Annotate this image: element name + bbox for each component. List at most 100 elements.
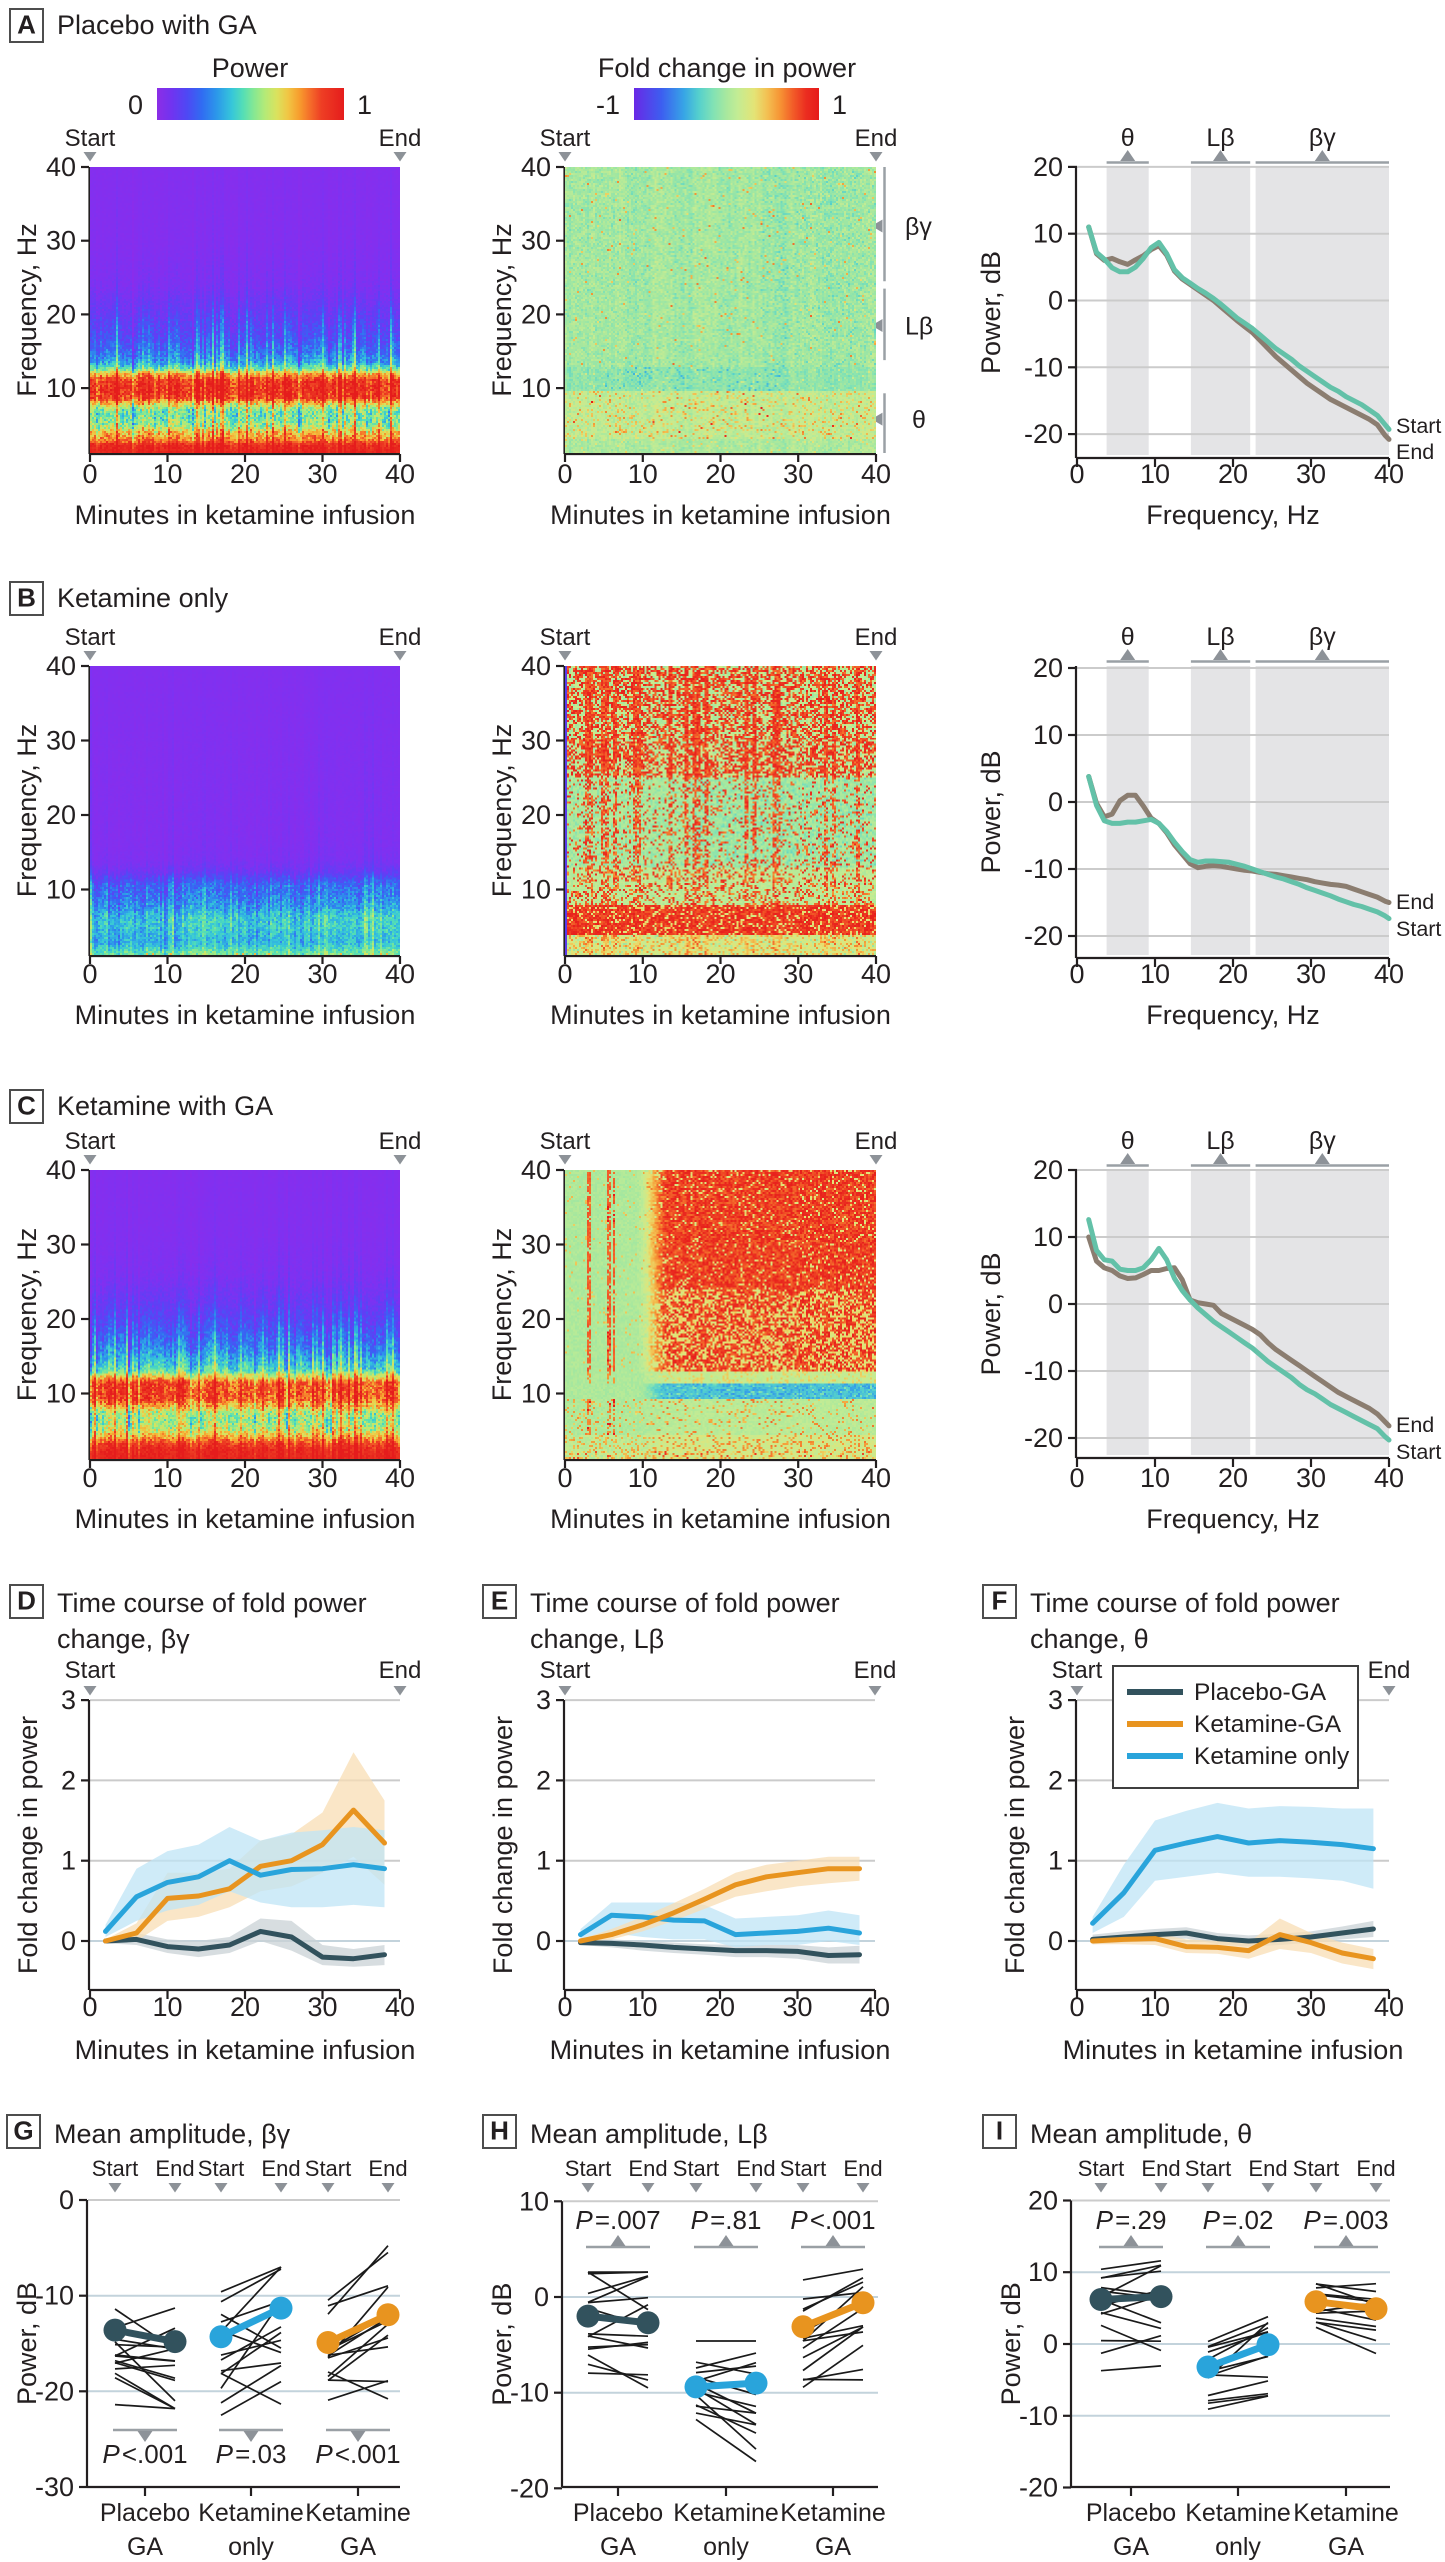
svg-text:20: 20 xyxy=(705,1463,735,1493)
svg-text:20: 20 xyxy=(230,459,260,489)
svg-text:Placebo: Placebo xyxy=(573,2499,663,2527)
svg-text:only: only xyxy=(228,2533,274,2561)
svg-text:End: End xyxy=(1356,2156,1395,2181)
svg-text:Fold change in power: Fold change in power xyxy=(488,1716,518,1974)
svg-text:Ketamine: Ketamine xyxy=(673,2499,779,2527)
svg-text:20: 20 xyxy=(705,459,735,489)
svg-text:F: F xyxy=(992,1586,1008,1616)
svg-text:1: 1 xyxy=(61,1846,76,1876)
svg-text:0: 0 xyxy=(82,1992,97,2022)
svg-text:Placebo: Placebo xyxy=(1086,2499,1176,2527)
svg-text:P =.81: P =.81 xyxy=(691,2205,762,2235)
svg-text:only: only xyxy=(703,2533,749,2561)
svg-text:End: End xyxy=(261,2156,300,2181)
svg-text:10: 10 xyxy=(152,1463,182,1493)
svg-text:10: 10 xyxy=(521,1379,551,1409)
svg-text:10: 10 xyxy=(152,1992,182,2022)
svg-text:20: 20 xyxy=(1033,152,1063,182)
svg-text:10: 10 xyxy=(1033,720,1063,750)
svg-text:Minutes in ketamine infusion: Minutes in ketamine infusion xyxy=(75,500,416,530)
svg-text:0: 0 xyxy=(1048,286,1063,316)
svg-text:P =.003: P =.003 xyxy=(1303,2205,1388,2235)
svg-text:40: 40 xyxy=(385,1992,415,2022)
svg-text:20: 20 xyxy=(230,959,260,989)
svg-text:θ: θ xyxy=(1121,124,1135,152)
svg-text:0: 0 xyxy=(1043,2329,1058,2359)
svg-text:30: 30 xyxy=(46,1230,76,1260)
svg-text:0: 0 xyxy=(557,1463,572,1493)
svg-text:Placebo with GA: Placebo with GA xyxy=(57,10,257,40)
svg-text:Ketamine: Ketamine xyxy=(1293,2499,1399,2527)
svg-text:Power, dB: Power, dB xyxy=(996,2282,1026,2405)
svg-text:Placebo-GA: Placebo-GA xyxy=(1194,1679,1327,1706)
svg-text:3: 3 xyxy=(536,1685,551,1715)
svg-text:Start: Start xyxy=(540,1128,591,1155)
svg-text:40: 40 xyxy=(46,651,76,681)
svg-text:Mean amplitude, βγ: Mean amplitude, βγ xyxy=(54,2119,291,2149)
svg-text:30: 30 xyxy=(1296,1463,1326,1493)
svg-text:GA: GA xyxy=(1113,2533,1149,2561)
svg-text:0: 0 xyxy=(1069,959,1084,989)
svg-text:βγ: βγ xyxy=(1309,1127,1336,1155)
svg-text:40: 40 xyxy=(1374,459,1404,489)
svg-text:End: End xyxy=(379,125,422,152)
svg-text:P <.001: P <.001 xyxy=(102,2439,187,2469)
svg-text:End: End xyxy=(1396,1413,1434,1437)
svg-text:End: End xyxy=(855,624,898,651)
svg-text:10: 10 xyxy=(628,459,658,489)
svg-text:Start: Start xyxy=(1052,1657,1103,1684)
svg-text:End: End xyxy=(1248,2156,1287,2181)
svg-text:End: End xyxy=(1141,2156,1180,2181)
svg-text:20: 20 xyxy=(1033,653,1063,683)
svg-text:1: 1 xyxy=(357,90,372,120)
svg-text:1: 1 xyxy=(1048,1846,1063,1876)
svg-text:-10: -10 xyxy=(1024,854,1063,884)
svg-text:40: 40 xyxy=(46,152,76,182)
svg-text:0: 0 xyxy=(128,90,143,120)
svg-text:θ: θ xyxy=(1121,623,1135,651)
svg-text:20: 20 xyxy=(1218,959,1248,989)
svg-text:0: 0 xyxy=(1069,1992,1084,2022)
svg-text:10: 10 xyxy=(1140,459,1170,489)
svg-text:Power, dB: Power, dB xyxy=(976,1252,1006,1375)
svg-text:A: A xyxy=(17,10,36,40)
svg-text:10: 10 xyxy=(152,459,182,489)
svg-text:E: E xyxy=(491,1586,508,1616)
svg-text:40: 40 xyxy=(521,1155,551,1185)
svg-text:Start: Start xyxy=(305,2156,351,2181)
svg-text:Fold change in power: Fold change in power xyxy=(1000,1716,1030,1974)
svg-text:P <.001: P <.001 xyxy=(315,2439,400,2469)
svg-text:0: 0 xyxy=(557,959,572,989)
svg-text:Mean amplitude, θ: Mean amplitude, θ xyxy=(1030,2119,1252,2149)
svg-text:Fold change in power: Fold change in power xyxy=(598,53,856,83)
svg-text:10: 10 xyxy=(627,1992,657,2022)
svg-text:40: 40 xyxy=(861,959,891,989)
svg-text:2: 2 xyxy=(1048,1765,1063,1795)
svg-text:End: End xyxy=(1368,1657,1411,1684)
svg-text:-20: -20 xyxy=(1024,921,1063,951)
svg-text:10: 10 xyxy=(1033,219,1063,249)
svg-text:10: 10 xyxy=(628,959,658,989)
svg-text:-1: -1 xyxy=(596,90,620,120)
svg-text:Mean amplitude, Lβ: Mean amplitude, Lβ xyxy=(530,2119,768,2149)
svg-text:-30: -30 xyxy=(35,2472,74,2502)
svg-text:40: 40 xyxy=(521,651,551,681)
svg-text:40: 40 xyxy=(1374,1992,1404,2022)
svg-text:0: 0 xyxy=(61,1926,76,1956)
svg-text:30: 30 xyxy=(1296,959,1326,989)
svg-text:30: 30 xyxy=(307,1992,337,2022)
svg-text:I: I xyxy=(996,2116,1003,2146)
svg-text:30: 30 xyxy=(46,226,76,256)
svg-text:0: 0 xyxy=(1048,787,1063,817)
svg-text:Frequency, Hz: Frequency, Hz xyxy=(1146,1000,1320,1030)
svg-text:Power, dB: Power, dB xyxy=(12,2282,42,2405)
svg-text:10: 10 xyxy=(1140,959,1170,989)
svg-text:0: 0 xyxy=(82,1463,97,1493)
svg-text:40: 40 xyxy=(1374,959,1404,989)
svg-text:Power: Power xyxy=(212,53,289,83)
svg-text:20: 20 xyxy=(46,1304,76,1334)
svg-text:Start: Start xyxy=(65,1128,116,1155)
svg-text:P =.007: P =.007 xyxy=(575,2205,660,2235)
svg-text:-10: -10 xyxy=(1019,2401,1058,2431)
svg-text:P <.001: P <.001 xyxy=(790,2205,875,2235)
